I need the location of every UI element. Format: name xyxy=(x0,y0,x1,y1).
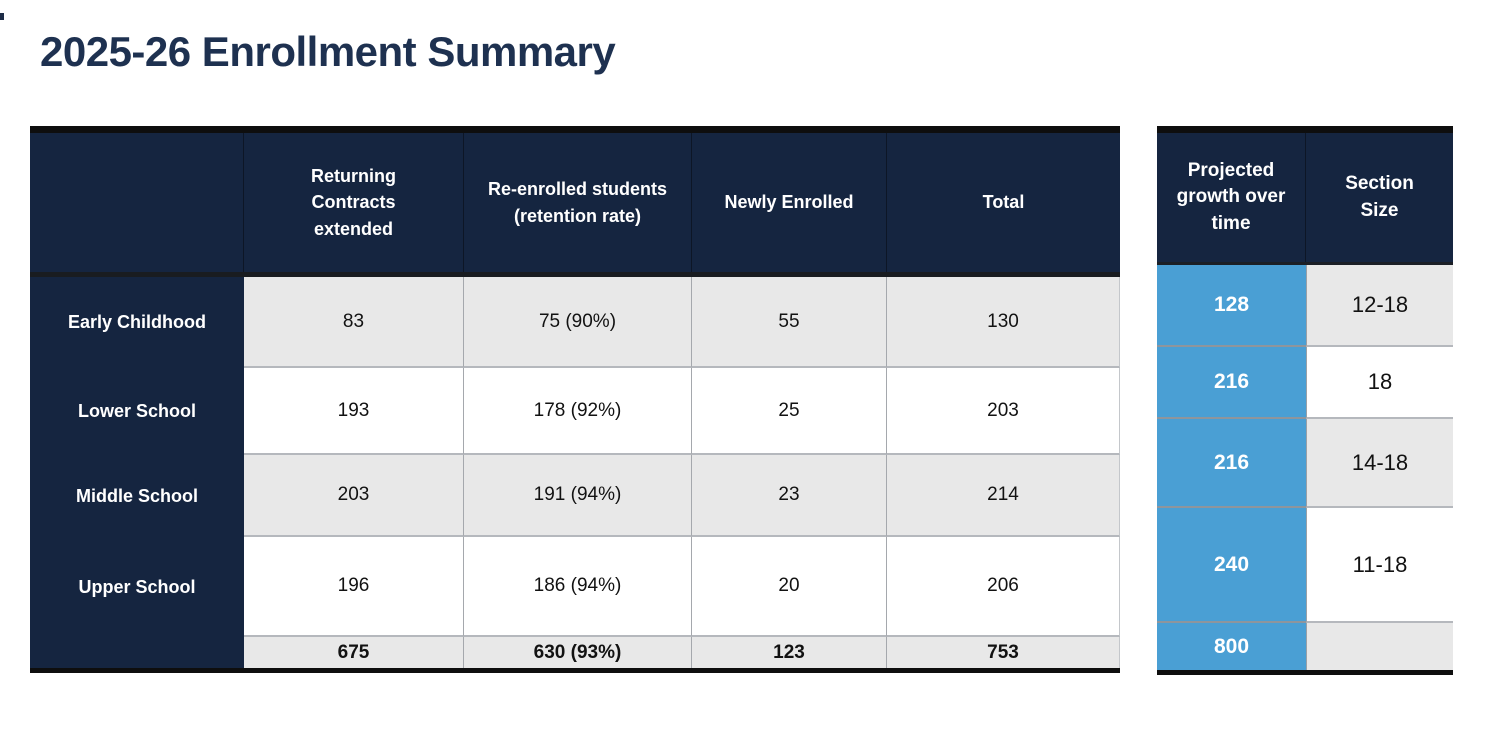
cell-section-4: 11-18 xyxy=(1306,508,1453,623)
cell-lower-school-returning: 193 xyxy=(244,368,464,455)
cell-growth-1: 128 xyxy=(1157,265,1306,347)
col-header-reenrolled-students: Re-enrolled students (retention rate) xyxy=(464,133,692,272)
col-header-total: Total xyxy=(887,133,1120,272)
row-label-early-childhood: Early Childhood xyxy=(30,277,244,368)
cell-totals-newly: 123 xyxy=(692,637,887,668)
cell-totals-returning: 675 xyxy=(244,637,464,668)
header-body-divider xyxy=(30,272,1120,277)
cell-early-childhood-total: 130 xyxy=(887,277,1120,368)
side-header-body-divider xyxy=(1157,262,1453,265)
cell-section-2: 18 xyxy=(1306,347,1453,419)
col-header-newly-enrolled-label: Newly Enrolled xyxy=(724,192,854,213)
row-label-upper-school: Upper School xyxy=(30,537,244,637)
col-header-projected-growth-label: Projected growth over time xyxy=(1176,159,1286,234)
col-header-total-label: Total xyxy=(982,192,1025,213)
row-label-totals-empty xyxy=(30,637,244,668)
col-header-section-size: Section Size xyxy=(1306,133,1453,262)
table-row-totals: 675 630 (93%) 123 753 xyxy=(30,637,1120,668)
row-label-middle-school: Middle School xyxy=(30,455,244,537)
cell-middle-school-returning: 203 xyxy=(244,455,464,537)
table-row-middle-school: Middle School 203 191 (94%) 23 214 xyxy=(30,455,1120,537)
cell-growth-3: 216 xyxy=(1157,419,1306,508)
table-row-upper-school: Upper School 196 186 (94%) 20 206 xyxy=(30,537,1120,637)
cell-growth-5: 800 xyxy=(1157,623,1306,670)
col-header-reenrolled-students-label: Re-enrolled students (retention rate) xyxy=(487,179,668,226)
cell-upper-school-total: 206 xyxy=(887,537,1120,637)
enrollment-summary-table: Returning Contracts extended Re-enrolled… xyxy=(30,126,1120,673)
side-table-bottom-border xyxy=(1157,670,1453,675)
side-table-top-border xyxy=(1157,126,1453,133)
cell-upper-school-returning: 196 xyxy=(244,537,464,637)
col-header-returning-contracts: Returning Contracts extended xyxy=(244,133,464,272)
projection-row-4: 240 11-18 xyxy=(1157,508,1453,623)
cell-middle-school-newly: 23 xyxy=(692,455,887,537)
cell-middle-school-reenrolled: 191 (94%) xyxy=(464,455,692,537)
corner-header-cell xyxy=(30,133,244,272)
projection-table-header-row: Projected growth over time Section Size xyxy=(1157,133,1453,262)
cell-lower-school-total: 203 xyxy=(887,368,1120,455)
page-title: 2025-26 Enrollment Summary xyxy=(40,28,616,75)
cell-section-3: 14-18 xyxy=(1306,419,1453,508)
cell-lower-school-newly: 25 xyxy=(692,368,887,455)
projected-growth-table: Projected growth over time Section Size … xyxy=(1157,126,1453,675)
table-bottom-border xyxy=(30,668,1120,673)
enrollment-table-header-row: Returning Contracts extended Re-enrolled… xyxy=(30,133,1120,272)
projection-row-5: 800 xyxy=(1157,623,1453,670)
table-top-border xyxy=(30,126,1120,133)
projection-row-3: 216 14-18 xyxy=(1157,419,1453,508)
cell-early-childhood-returning: 83 xyxy=(244,277,464,368)
table-row-lower-school: Lower School 193 178 (92%) 25 203 xyxy=(30,368,1120,455)
cell-section-1: 12-18 xyxy=(1306,265,1453,347)
col-header-section-size-label: Section Size xyxy=(1345,172,1414,221)
cell-totals-total: 753 xyxy=(887,637,1120,668)
projection-row-1: 128 12-18 xyxy=(1157,265,1453,347)
col-header-projected-growth: Projected growth over time xyxy=(1157,133,1306,262)
table-row-early-childhood: Early Childhood 83 75 (90%) 55 130 xyxy=(30,277,1120,368)
col-header-returning-contracts-label: Returning Contracts extended xyxy=(311,166,396,239)
cell-upper-school-reenrolled: 186 (94%) xyxy=(464,537,692,637)
cell-early-childhood-newly: 55 xyxy=(692,277,887,368)
projection-row-2: 216 18 xyxy=(1157,347,1453,419)
cell-growth-4: 240 xyxy=(1157,508,1306,623)
col-header-newly-enrolled: Newly Enrolled xyxy=(692,133,887,272)
row-label-lower-school: Lower School xyxy=(30,368,244,455)
cell-early-childhood-reenrolled: 75 (90%) xyxy=(464,277,692,368)
cell-lower-school-reenrolled: 178 (92%) xyxy=(464,368,692,455)
cell-middle-school-total: 214 xyxy=(887,455,1120,537)
cell-upper-school-newly: 20 xyxy=(692,537,887,637)
cell-totals-reenrolled: 630 (93%) xyxy=(464,637,692,668)
cell-growth-2: 216 xyxy=(1157,347,1306,419)
edge-artifact-mark xyxy=(0,13,4,20)
cell-section-5 xyxy=(1306,623,1453,670)
